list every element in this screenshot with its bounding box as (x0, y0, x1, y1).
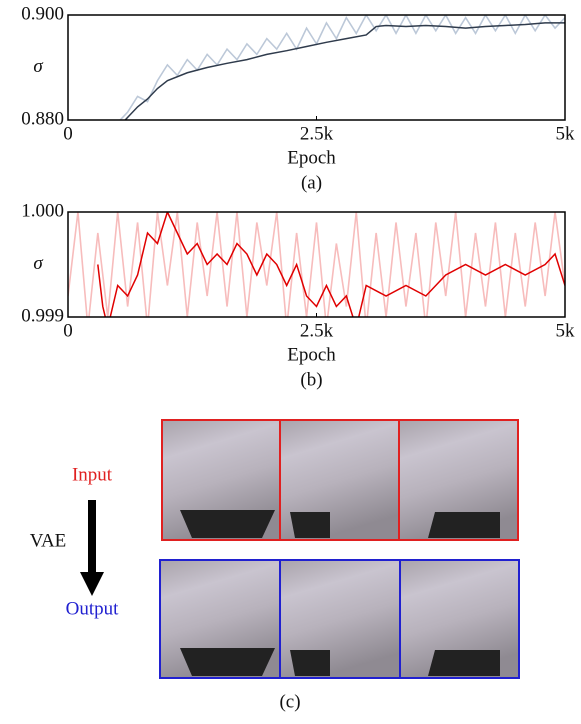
x-axis-label: Epoch (287, 147, 336, 168)
x-axis-label: Epoch (287, 344, 336, 365)
caption: (c) (279, 691, 300, 712)
series-line (124, 22, 565, 120)
caption: (a) (301, 172, 322, 193)
x-tick-label: 2.5k (300, 123, 334, 144)
y-axis-label: σ (33, 56, 43, 77)
arrow (80, 500, 104, 596)
y-tick-label: 0.900 (21, 3, 64, 24)
input-images (161, 419, 519, 541)
y-axis-label: σ (33, 253, 43, 274)
output-label: Output (66, 598, 120, 619)
output-images (159, 559, 520, 679)
x-tick-label: 0 (63, 320, 73, 341)
x-tick-label: 5k (556, 320, 576, 341)
input-label: Input (72, 464, 113, 485)
vae-label: VAE (30, 530, 67, 551)
chart: 0.999 1.000 0 2.5k 5k σ Epoch (b) (21, 200, 575, 390)
y-tick-label: 0.880 (21, 108, 64, 129)
caption: (b) (300, 369, 322, 390)
object (180, 648, 500, 676)
series-line (97, 212, 565, 317)
x-tick-label: 5k (556, 123, 576, 144)
x-tick-label: 2.5k (300, 320, 334, 341)
object (180, 510, 500, 538)
chart: 0.880 0.900 0 2.5k 5k σ Epoch (a) (21, 3, 575, 193)
series-line (119, 15, 565, 120)
series-line (68, 212, 565, 317)
y-tick-label: 0.999 (21, 305, 64, 326)
panel-c: Input VAE Output (c) (30, 419, 520, 712)
plot-frame (67, 14, 566, 121)
y-tick-label: 1.000 (21, 200, 64, 221)
x-tick-label: 0 (63, 123, 73, 144)
